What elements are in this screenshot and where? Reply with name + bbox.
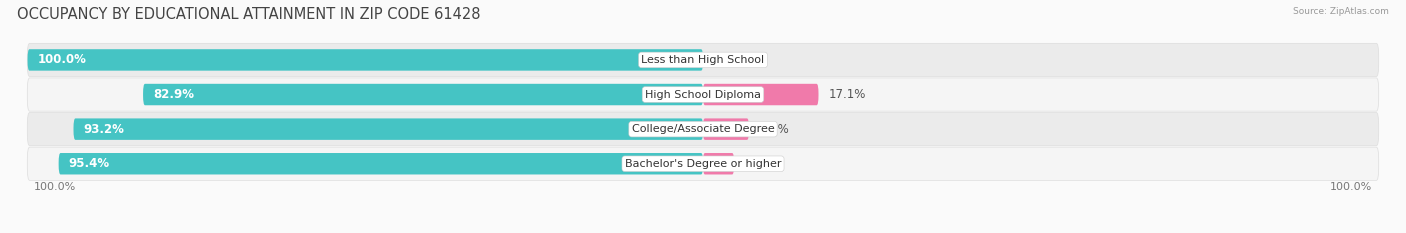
FancyBboxPatch shape: [703, 84, 818, 105]
FancyBboxPatch shape: [27, 43, 1379, 77]
Text: 0.0%: 0.0%: [713, 53, 742, 66]
Text: 100.0%: 100.0%: [1330, 182, 1372, 192]
FancyBboxPatch shape: [27, 113, 1379, 146]
FancyBboxPatch shape: [59, 153, 703, 175]
Text: 100.0%: 100.0%: [38, 53, 87, 66]
Text: OCCUPANCY BY EDUCATIONAL ATTAINMENT IN ZIP CODE 61428: OCCUPANCY BY EDUCATIONAL ATTAINMENT IN Z…: [17, 7, 481, 22]
Text: 4.6%: 4.6%: [744, 157, 775, 170]
Text: High School Diploma: High School Diploma: [645, 89, 761, 99]
FancyBboxPatch shape: [27, 147, 1379, 180]
Text: 17.1%: 17.1%: [828, 88, 866, 101]
FancyBboxPatch shape: [703, 153, 734, 175]
FancyBboxPatch shape: [73, 118, 703, 140]
FancyBboxPatch shape: [703, 118, 749, 140]
FancyBboxPatch shape: [143, 84, 703, 105]
Text: Bachelor's Degree or higher: Bachelor's Degree or higher: [624, 159, 782, 169]
Text: College/Associate Degree: College/Associate Degree: [631, 124, 775, 134]
FancyBboxPatch shape: [27, 78, 1379, 111]
FancyBboxPatch shape: [28, 49, 703, 71]
Text: 100.0%: 100.0%: [34, 182, 76, 192]
Text: 6.8%: 6.8%: [759, 123, 789, 136]
Text: 93.2%: 93.2%: [83, 123, 125, 136]
Text: Source: ZipAtlas.com: Source: ZipAtlas.com: [1294, 7, 1389, 16]
Text: 82.9%: 82.9%: [153, 88, 194, 101]
Text: Less than High School: Less than High School: [641, 55, 765, 65]
Text: 95.4%: 95.4%: [69, 157, 110, 170]
